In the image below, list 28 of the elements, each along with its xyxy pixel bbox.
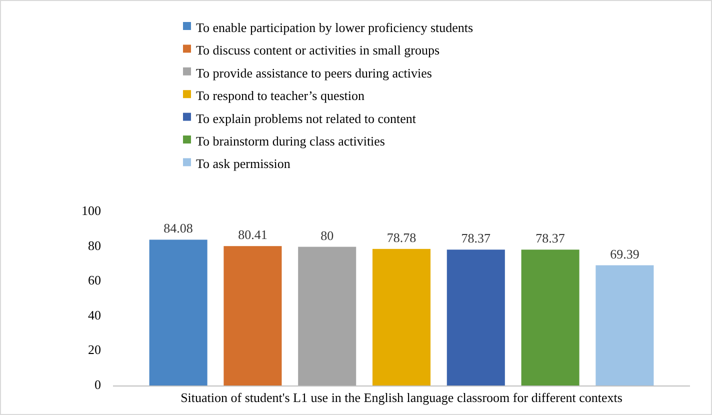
data-label: 78.37 bbox=[461, 230, 492, 246]
data-label: 80.41 bbox=[238, 227, 268, 242]
data-label: 84.08 bbox=[164, 220, 193, 236]
bar bbox=[521, 250, 580, 386]
x-tick-label: Situation of student's L1 use in the English language classroom for different contexts bbox=[180, 390, 622, 405]
y-tick-label: 40 bbox=[88, 307, 101, 322]
legend-label: To provide assistance to peers during activies bbox=[196, 65, 432, 80]
data-label: 69.39 bbox=[610, 246, 640, 262]
legend-label: To enable participation by lower proficiency students bbox=[196, 20, 474, 35]
legend-label: To brainstorm during class activities bbox=[196, 133, 385, 148]
bar bbox=[446, 250, 505, 386]
data-label: 78.78 bbox=[386, 230, 416, 245]
bar bbox=[149, 240, 208, 386]
y-tick-label: 80 bbox=[88, 238, 101, 253]
bar bbox=[224, 246, 282, 386]
y-tick-label: 0 bbox=[94, 376, 101, 392]
legend-label: To respond to teacher’s question bbox=[196, 88, 366, 104]
bar bbox=[372, 248, 431, 386]
y-tick-label: 60 bbox=[88, 272, 101, 288]
bar bbox=[298, 246, 356, 386]
legend-label: To ask permission bbox=[196, 156, 291, 172]
data-label: 80 bbox=[320, 228, 334, 243]
bar bbox=[596, 265, 654, 386]
data-label: 78.37 bbox=[536, 230, 566, 246]
y-tick-label: 20 bbox=[88, 342, 101, 358]
y-tick-label: 100 bbox=[82, 202, 101, 218]
legend-label: To discuss content or activities in small groups bbox=[196, 42, 440, 58]
legend-label: To explain problems not related to content bbox=[196, 110, 416, 126]
